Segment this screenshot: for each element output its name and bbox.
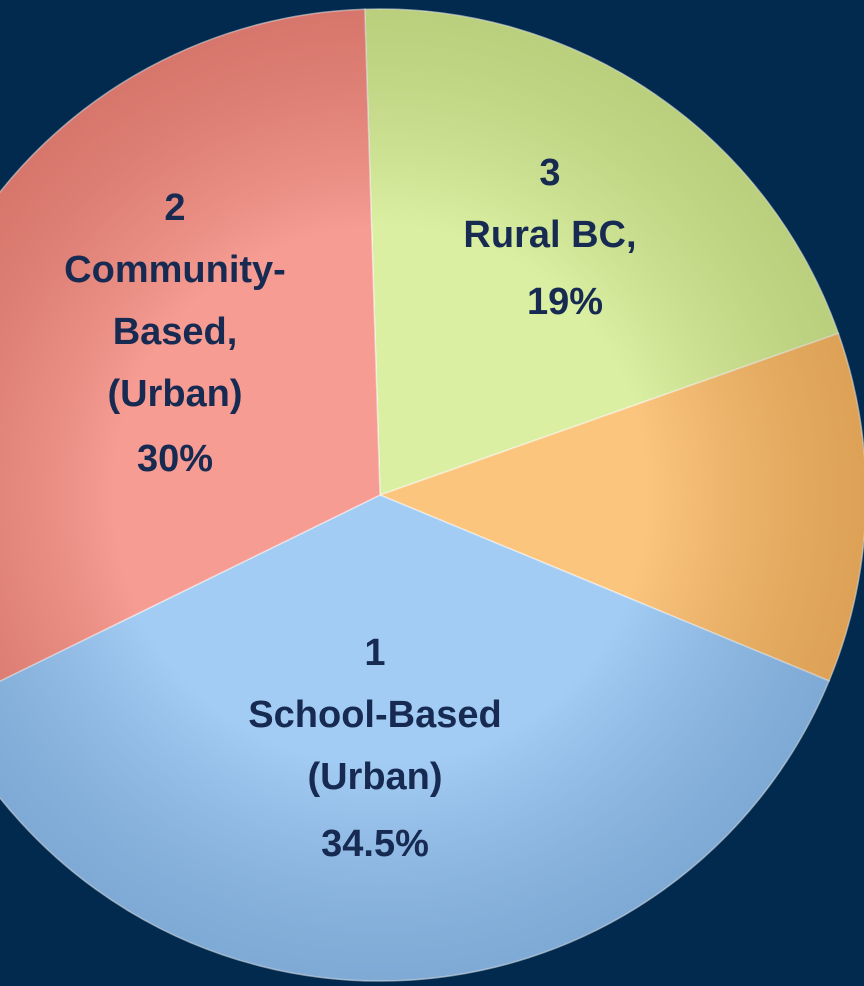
slice-label: Community-: [64, 249, 286, 291]
value-label: 30%: [137, 438, 213, 480]
value-label: 34.5%: [321, 823, 429, 865]
slice-label: (Urban): [107, 373, 242, 415]
slice-label: 3: [539, 152, 560, 194]
value-label: 19%: [527, 281, 603, 323]
slice-label: Rural BC,: [463, 214, 636, 256]
slice-label: 1: [364, 632, 385, 674]
slice-label: Based,: [113, 311, 238, 353]
slice-label: 2: [164, 187, 185, 229]
slice-label: (Urban): [307, 756, 442, 798]
slice-label: School-Based: [248, 694, 501, 736]
